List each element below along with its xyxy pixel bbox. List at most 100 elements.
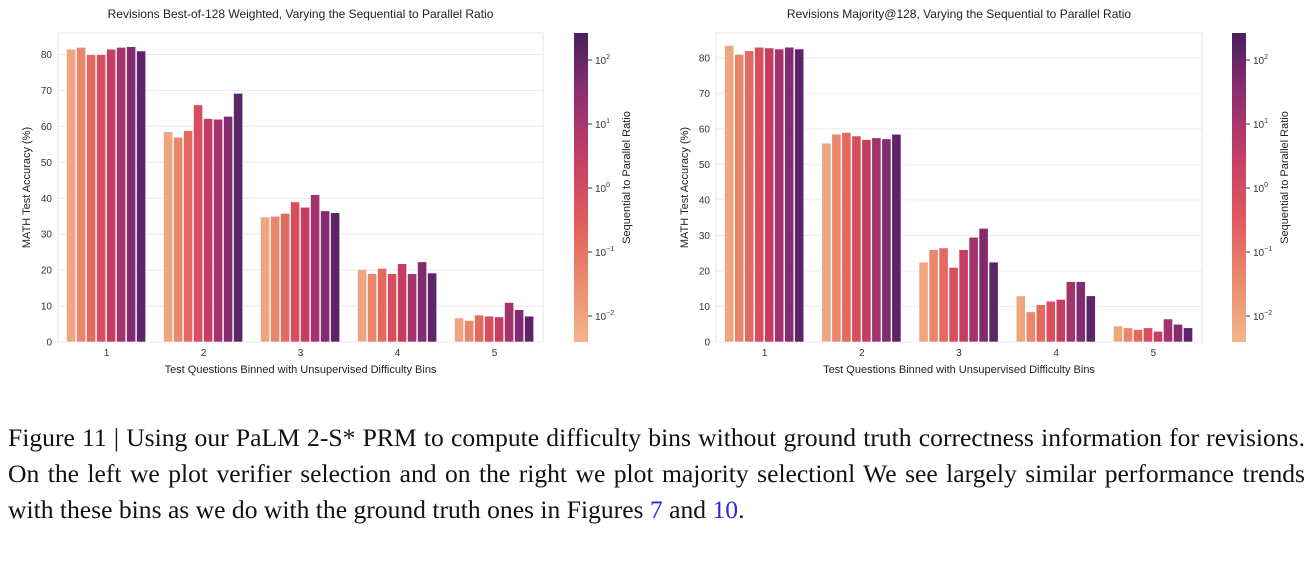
colorbar-tick-label: 102 bbox=[595, 54, 610, 67]
bar bbox=[136, 50, 146, 343]
bar bbox=[928, 249, 939, 343]
bar bbox=[744, 50, 755, 343]
chart-left: 0 10 20 30 40 50 60 70 80 1 2 3 4 5 Revisions Best-of-… bbox=[21, 7, 633, 376]
bar bbox=[330, 212, 340, 343]
bar bbox=[427, 272, 437, 343]
colorbar-tick-label: 10−2 bbox=[1253, 310, 1272, 323]
bar bbox=[116, 47, 126, 343]
caption-figure-ref-10[interactable]: 10 bbox=[712, 495, 739, 524]
colorbar-tick-label: 102 bbox=[1253, 54, 1268, 67]
bar bbox=[754, 46, 765, 343]
bar bbox=[918, 261, 929, 343]
bar bbox=[504, 302, 514, 343]
y-axis-label: MATH Test Accuracy (%) bbox=[21, 127, 33, 248]
y-tick-label: 70 bbox=[41, 86, 53, 97]
y-tick-label: 20 bbox=[699, 266, 711, 277]
bar bbox=[774, 48, 785, 343]
x-tick-label: 3 bbox=[298, 348, 304, 359]
bar bbox=[213, 118, 223, 343]
x-tick-label: 3 bbox=[956, 348, 962, 359]
y-tick-label: 10 bbox=[699, 302, 711, 313]
x-tick-label: 4 bbox=[1053, 348, 1059, 359]
y-tick-label: 70 bbox=[699, 89, 711, 100]
y-tick-label: 40 bbox=[41, 194, 53, 205]
bar bbox=[871, 137, 882, 343]
bar bbox=[948, 267, 959, 343]
bar bbox=[484, 315, 494, 343]
bar bbox=[464, 320, 474, 343]
x-tick-label: 4 bbox=[395, 348, 401, 359]
bar bbox=[86, 54, 96, 343]
bar bbox=[851, 135, 862, 343]
bar bbox=[1183, 327, 1193, 343]
colorbar-tick-label: 10−1 bbox=[595, 246, 614, 259]
bar bbox=[377, 268, 387, 343]
bar bbox=[173, 136, 183, 343]
colorbar bbox=[1232, 33, 1246, 342]
bar bbox=[233, 93, 243, 343]
colorbar-tick-label: 101 bbox=[595, 118, 610, 131]
bar bbox=[978, 228, 989, 343]
bar bbox=[76, 47, 86, 343]
y-tick-label: 0 bbox=[704, 338, 710, 349]
bar bbox=[1153, 331, 1163, 343]
bar bbox=[881, 138, 892, 343]
bar bbox=[270, 215, 280, 343]
y-tick-label: 50 bbox=[41, 158, 53, 169]
bar bbox=[1015, 295, 1026, 343]
bar bbox=[357, 269, 367, 343]
bar bbox=[734, 54, 745, 343]
colorbar-tick-label: 10−2 bbox=[595, 310, 614, 323]
bar bbox=[938, 247, 949, 343]
bar bbox=[1123, 327, 1133, 343]
bar bbox=[968, 236, 979, 343]
bar bbox=[474, 314, 484, 343]
bar bbox=[1055, 299, 1066, 343]
bar bbox=[310, 194, 320, 343]
y-tick-label: 60 bbox=[41, 122, 53, 133]
colorbar-tick-label: 100 bbox=[595, 182, 610, 195]
x-tick-label: 5 bbox=[1151, 348, 1157, 359]
bar bbox=[1113, 325, 1123, 343]
bar bbox=[1085, 295, 1096, 343]
bar bbox=[494, 316, 504, 343]
bar bbox=[1025, 311, 1036, 343]
bar bbox=[1163, 318, 1173, 343]
bar bbox=[1035, 304, 1046, 343]
x-tick-label: 2 bbox=[201, 348, 207, 359]
chart-right: 0 10 20 30 40 50 60 70 80 1 2 3 4 5 Revisions Majority… bbox=[679, 7, 1291, 376]
x-axis-label: Test Questions Binned with Unsupervised … bbox=[165, 364, 437, 376]
bar bbox=[387, 273, 397, 343]
bar bbox=[126, 46, 136, 343]
bar bbox=[66, 48, 76, 343]
bar bbox=[958, 249, 969, 343]
bar bbox=[203, 118, 213, 343]
y-tick-label: 60 bbox=[699, 124, 711, 135]
bar bbox=[106, 48, 116, 343]
bar bbox=[223, 116, 233, 343]
bar bbox=[821, 142, 832, 343]
bar bbox=[524, 315, 534, 343]
bar bbox=[417, 261, 427, 343]
colorbar-label: Sequential to Parallel Ratio bbox=[1279, 111, 1291, 244]
bar bbox=[514, 309, 524, 343]
bar bbox=[1133, 329, 1143, 343]
x-tick-label: 1 bbox=[104, 348, 110, 359]
x-tick-label: 1 bbox=[762, 348, 768, 359]
bar bbox=[397, 263, 407, 343]
bar bbox=[367, 273, 377, 343]
chart-title: Revisions Majority@128, Varying the Sequ… bbox=[787, 7, 1131, 21]
x-tick-label: 2 bbox=[859, 348, 865, 359]
caption-period: . bbox=[738, 495, 745, 524]
x-axis-label: Test Questions Binned with Unsupervised … bbox=[823, 364, 1095, 376]
y-tick-label: 0 bbox=[46, 338, 52, 349]
bar bbox=[163, 131, 173, 343]
bar bbox=[794, 48, 805, 343]
colorbar-label: Sequential to Parallel Ratio bbox=[621, 111, 633, 244]
y-tick-label: 30 bbox=[41, 230, 53, 241]
y-tick-label: 80 bbox=[41, 50, 53, 61]
bar bbox=[407, 273, 417, 343]
caption-figure-ref-7[interactable]: 7 bbox=[649, 495, 663, 524]
chart-title: Revisions Best-of-128 Weighted, Varying … bbox=[108, 7, 494, 21]
bar bbox=[841, 132, 852, 343]
